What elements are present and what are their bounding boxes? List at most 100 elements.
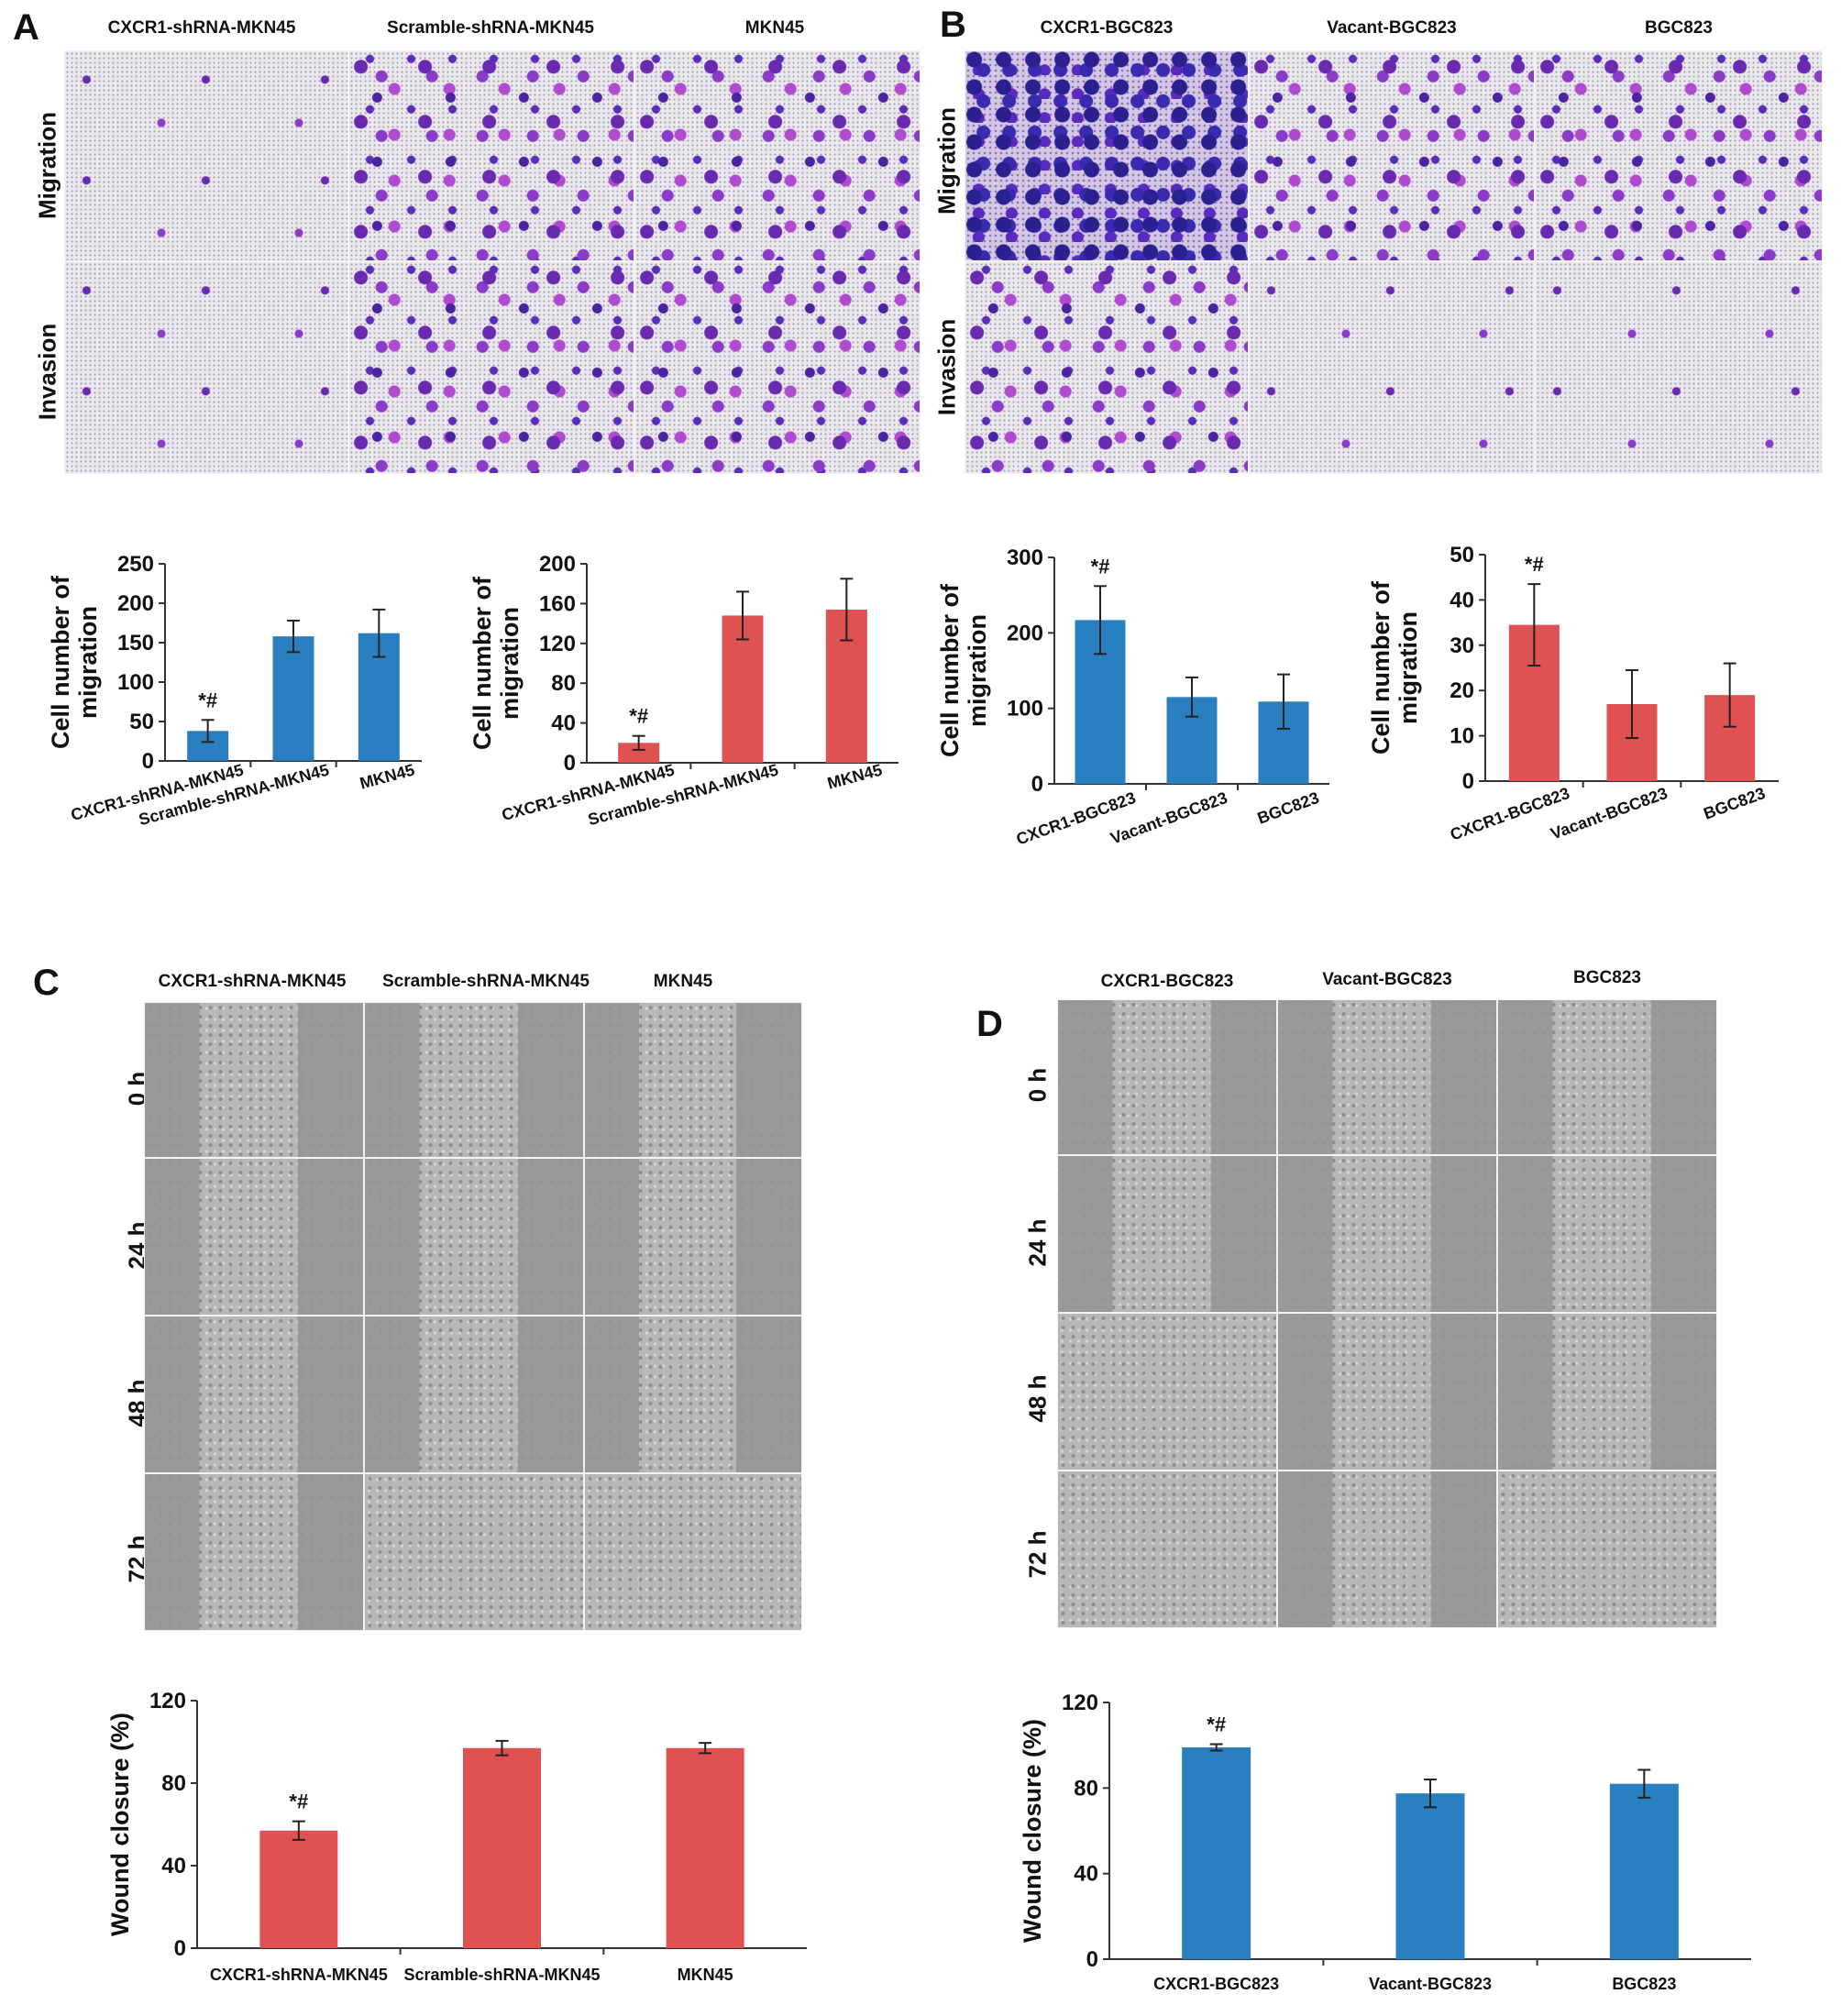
column-label: Scramble-shRNA-MKN45: [382, 972, 590, 991]
scratch-c-48h-3: [584, 1316, 802, 1473]
error-bar: [699, 1742, 712, 1755]
scratch-d-24h-3: [1497, 1155, 1717, 1313]
error-bar: [1277, 673, 1290, 730]
micrograph-b-invasion-bgc823: [1535, 261, 1823, 474]
y-tick-label: 0: [1086, 1947, 1098, 1972]
y-tick-label: 40: [1450, 588, 1474, 612]
y-tick-label: 50: [129, 710, 154, 734]
y-axis-label: Cell number ofmigration: [1367, 580, 1422, 755]
bar: [463, 1747, 541, 1948]
error-bar: [1723, 662, 1736, 728]
bar: [1609, 1783, 1679, 1959]
scratch-d-72h-1: [1057, 1471, 1277, 1628]
y-tick-label: 160: [539, 591, 576, 616]
y-tick-label: 80: [551, 671, 576, 696]
y-tick-label: 0: [564, 751, 576, 776]
panel-letter-c: C: [33, 963, 60, 1003]
column-label: CXCR1-BGC823: [1040, 18, 1174, 38]
y-tick-label: 10: [1450, 724, 1474, 749]
y-tick-label: 40: [551, 711, 576, 736]
scratch-c-0h-1: [144, 1002, 364, 1158]
y-tick-label: 80: [1074, 1776, 1098, 1801]
y-tick-label: 80: [161, 1771, 186, 1796]
error-bar: [495, 1739, 509, 1757]
error-bar: [1094, 585, 1107, 655]
y-tick-label: 0: [174, 1936, 186, 1961]
bar: [1182, 1747, 1251, 1959]
significance-label: *#: [1525, 553, 1544, 576]
micrograph-a-migration-cxcr1-shrna: [64, 50, 348, 261]
y-tick-label: 40: [161, 1854, 186, 1878]
y-tick-label: 200: [1007, 621, 1043, 645]
y-tick-label: 150: [117, 631, 154, 655]
y-tick-label: 100: [117, 670, 154, 695]
column-label: BGC823: [1573, 968, 1641, 987]
significance-label: *#: [1091, 555, 1110, 578]
y-tick-label: 200: [117, 591, 154, 616]
scratch-c-48h-1: [144, 1316, 364, 1473]
scratch-d-72h-3: [1497, 1471, 1717, 1628]
y-tick-label: 120: [539, 632, 576, 656]
scratch-c-24h-2: [364, 1158, 584, 1316]
bar: [259, 1830, 338, 1948]
scratch-c-24h-1: [144, 1158, 364, 1316]
error-bar: [1626, 668, 1638, 740]
y-axis-label: Wound closure (%): [106, 1713, 134, 1936]
significance-label: *#: [1207, 1713, 1226, 1736]
y-tick-label: 200: [539, 552, 576, 577]
error-bar: [372, 608, 386, 658]
x-category-label: Vacant-BGC823: [1369, 1975, 1492, 1993]
column-label: MKN45: [653, 972, 713, 991]
y-tick-label: 120: [149, 1689, 186, 1713]
scratch-d-48h-3: [1497, 1313, 1717, 1471]
scratch-d-0h-1: [1057, 999, 1277, 1155]
column-label: Vacant-BGC823: [1322, 970, 1452, 989]
error-bar: [632, 734, 645, 751]
micrograph-a-migration-scramble: [348, 50, 634, 261]
scratch-d-48h-1: [1057, 1313, 1277, 1471]
error-bar: [201, 719, 215, 744]
significance-label: *#: [629, 705, 648, 728]
y-axis-label: Cell number ofmigration: [936, 583, 991, 757]
scratch-c-48h-2: [364, 1316, 584, 1473]
y-tick-label: 100: [1007, 697, 1043, 722]
bar: [272, 636, 314, 761]
micrograph-b-invasion-vacant: [1249, 261, 1535, 474]
error-bar: [1637, 1768, 1651, 1799]
scratch-c-72h-1: [144, 1473, 364, 1631]
x-category-label: BGC823: [1612, 1975, 1676, 1993]
scratch-d-24h-2: [1277, 1155, 1497, 1313]
error-bar: [1185, 676, 1198, 718]
panel-letter-b: B: [940, 5, 966, 45]
scratch-d-72h-2: [1277, 1471, 1497, 1628]
error-bar: [287, 619, 300, 654]
significance-label: *#: [198, 689, 217, 711]
y-tick-label: 0: [142, 749, 154, 774]
panel-letter-a: A: [13, 7, 39, 48]
micrograph-a-invasion-cxcr1-shrna: [64, 261, 348, 474]
y-tick-label: 0: [1031, 772, 1043, 797]
micrograph-b-invasion-cxcr1: [965, 261, 1249, 474]
scratch-c-24h-3: [584, 1158, 802, 1316]
error-bar: [1527, 583, 1541, 667]
bar: [1395, 1793, 1465, 1959]
x-category-label: CXCR1-shRNA-MKN45: [210, 1966, 388, 1984]
error-bar: [840, 578, 854, 642]
scratch-d-0h-3: [1497, 999, 1717, 1155]
micrograph-a-migration-mkn45: [634, 50, 920, 261]
error-bar: [1424, 1779, 1437, 1809]
column-label: Scramble-shRNA-MKN45: [387, 18, 594, 38]
column-label: Vacant-BGC823: [1327, 18, 1457, 38]
column-label: CXCR1-BGC823: [1100, 972, 1234, 991]
scratch-c-72h-3: [584, 1473, 802, 1631]
column-label: CXCR1-shRNA-MKN45: [158, 972, 347, 991]
scratch-d-48h-2: [1277, 1313, 1497, 1471]
micrograph-a-invasion-mkn45: [634, 261, 920, 474]
bar: [618, 743, 660, 763]
scratch-c-0h-3: [584, 1002, 802, 1158]
y-tick-label: 250: [117, 552, 154, 577]
scratch-d-24h-1: [1057, 1155, 1277, 1313]
column-label: CXCR1-shRNA-MKN45: [107, 18, 296, 38]
